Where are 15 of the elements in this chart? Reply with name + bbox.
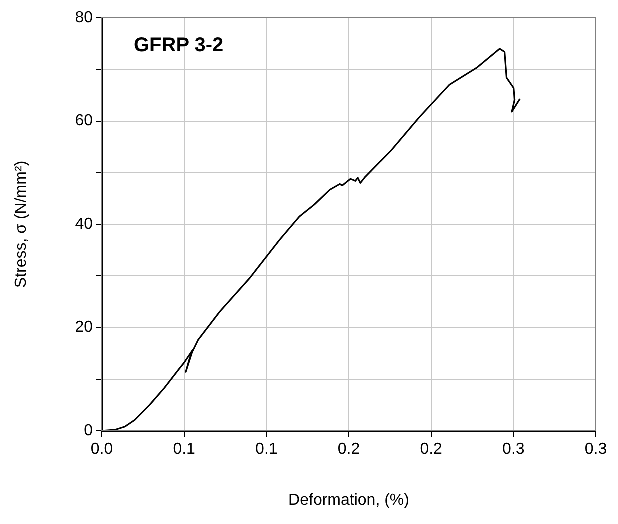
annotation: GFRP 3-2 xyxy=(134,34,224,57)
x-tick-label: 0.3 xyxy=(584,441,608,458)
y-axis-title: Stress, σ (N/mm²) xyxy=(13,160,30,288)
y-tick-label: 20 xyxy=(75,319,94,336)
x-tick-label: 0.1 xyxy=(256,441,278,458)
x-axis-title: Deformation, (%) xyxy=(288,492,410,509)
y-tick-label: 80 xyxy=(75,9,94,26)
x-tick-label: 0.2 xyxy=(420,441,443,458)
x-tick-label: 0.3 xyxy=(502,441,525,458)
x-tick-label: 0.2 xyxy=(338,441,360,458)
y-tick-label: 0 xyxy=(84,422,94,440)
y-tick-label: 40 xyxy=(75,216,94,233)
x-tick-label: 0.1 xyxy=(173,441,196,458)
y-tick-label: 60 xyxy=(75,112,94,130)
x-tick-label: 0.0 xyxy=(90,441,114,458)
